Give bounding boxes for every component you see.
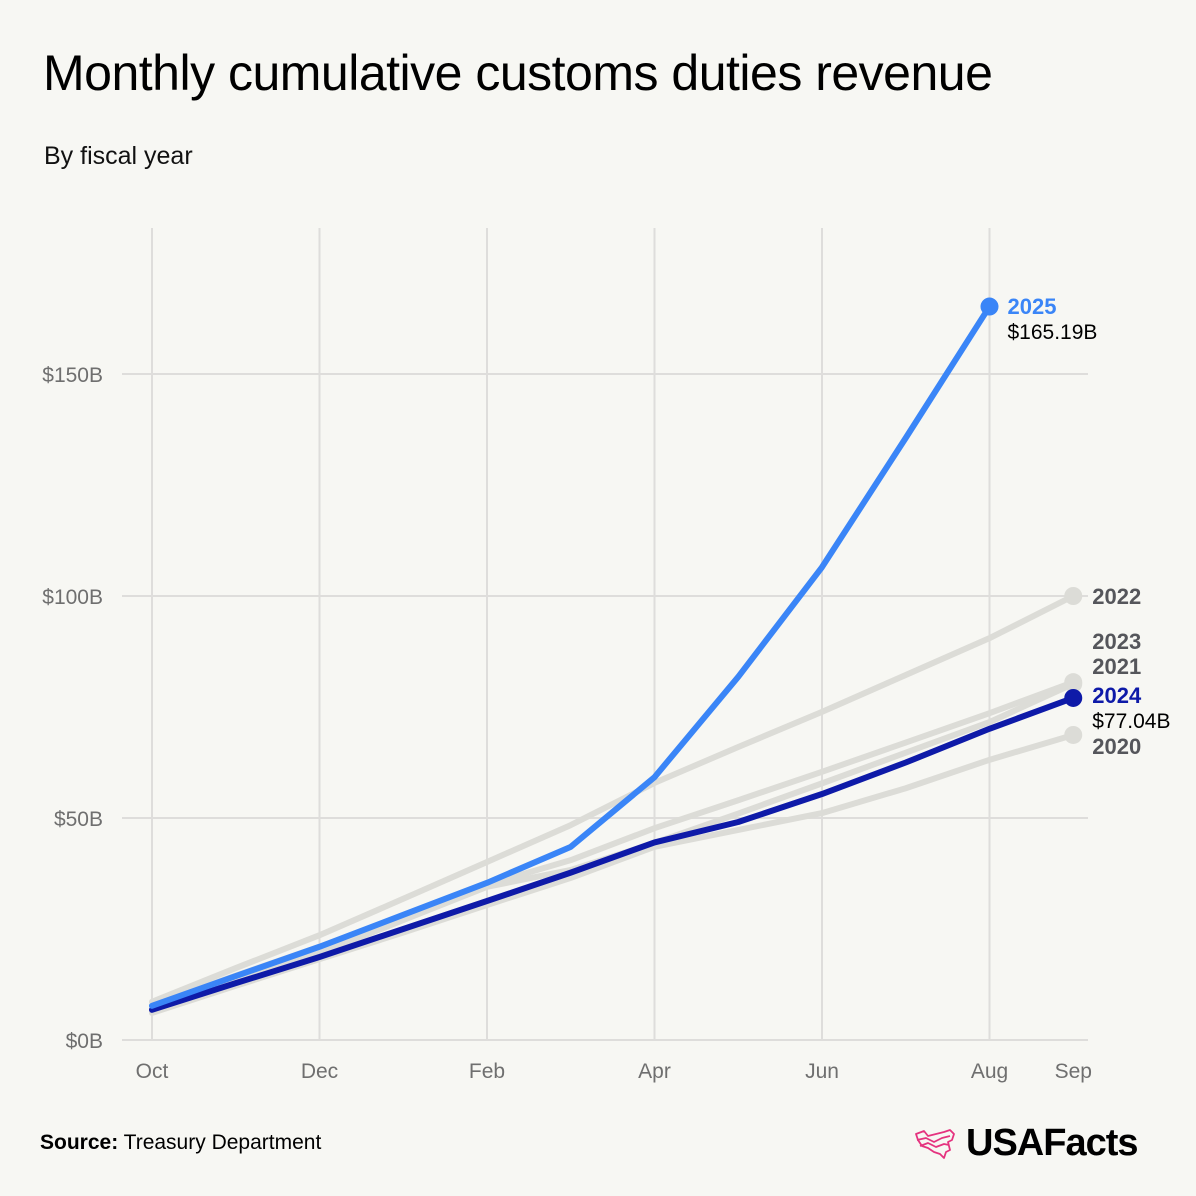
source-label: Source: — [40, 1131, 119, 1154]
series-value-label-2024: $77.04B — [1092, 710, 1170, 733]
usa-map-icon — [915, 1128, 955, 1159]
source-text: Treasury Department — [123, 1131, 322, 1154]
series-label-2025: 2025 — [1008, 294, 1057, 319]
series-endpoint-2022 — [1064, 587, 1083, 605]
series-label-2023: 2023 — [1092, 629, 1141, 654]
chart-title: Monthly cumulative customs duties revenu… — [43, 45, 993, 101]
y-gridlines — [122, 373, 1088, 1041]
source-note: Source: Treasury Department — [40, 1131, 321, 1155]
series-line-2020 — [149, 731, 1077, 1016]
series-line-2025 — [149, 303, 993, 1009]
y-tick-label: $50B — [54, 808, 103, 831]
brand-name: USAFacts — [966, 1122, 1138, 1164]
x-tick-label: Apr — [638, 1060, 671, 1083]
y-tick-label: $150B — [42, 364, 103, 387]
usafacts-logo[interactable]: USAFacts — [914, 1122, 1138, 1165]
x-tick-label: Aug — [971, 1060, 1008, 1083]
x-tick-label: Oct — [136, 1060, 169, 1083]
x-tick-label: Feb — [469, 1060, 505, 1083]
y-tick-label: $0B — [66, 1030, 103, 1053]
series-line-2024 — [149, 694, 1077, 1013]
series-lines — [149, 297, 1083, 1016]
series-line-2022 — [149, 593, 1077, 1005]
series-value-label-2025: $165.19B — [1008, 321, 1098, 344]
series-endpoint-2023 — [1064, 673, 1083, 692]
x-axis-labels: Oct Dec Feb Apr Jun Aug Sep — [136, 1060, 1092, 1083]
x-tick-label: Sep — [1055, 1060, 1092, 1083]
x-tick-label: Dec — [301, 1060, 338, 1083]
chart-subtitle: By fiscal year — [44, 142, 193, 170]
series-endpoint-2025 — [980, 297, 999, 316]
y-tick-label: $100B — [42, 586, 103, 609]
series-label-2022: 2022 — [1092, 584, 1141, 609]
y-axis-labels: $0B $50B $100B $150B — [42, 364, 103, 1053]
series-endpoint-2020 — [1064, 725, 1083, 744]
x-tick-label: Jun — [805, 1060, 839, 1083]
series-label-2020: 2020 — [1092, 734, 1141, 759]
series-label-2021: 2021 — [1092, 654, 1141, 679]
x-gridlines — [151, 228, 991, 1040]
series-label-2024: 2024 — [1092, 683, 1142, 708]
series-endpoint-2024 — [1064, 688, 1083, 707]
